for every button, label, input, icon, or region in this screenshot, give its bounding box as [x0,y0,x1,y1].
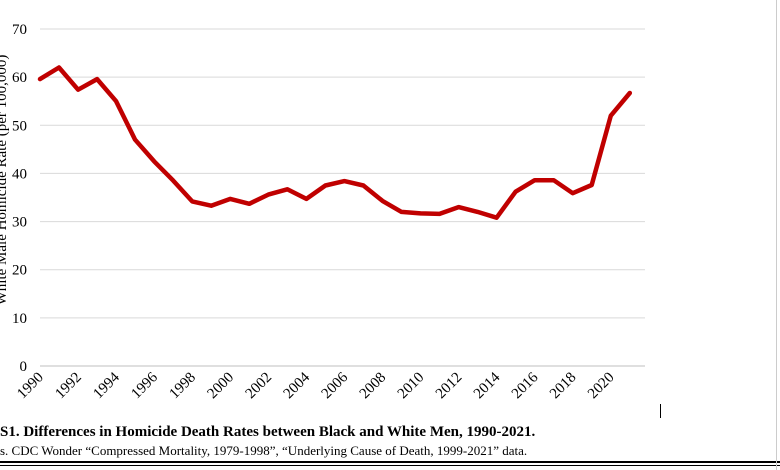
y-axis-tick-labels: 0 10 20 30 40 50 60 70 [12,22,27,375]
x-tick-label: 2000 [205,370,238,403]
figure-caption: S1. Differences in Homicide Death Rates … [0,422,780,462]
y-tick-label: 0 [20,359,28,375]
page-divider-thin [0,465,780,466]
x-axis-tick-labels: 1990 1992 1994 1996 1998 2000 2002 2004 2006 2008… [14,369,617,402]
x-tick-label: 2006 [319,369,352,402]
text-cursor-mark [660,404,661,418]
homicide-rate-line-chart: 0 10 20 30 40 50 60 70 1990 1992 1994 1996 1998 2000… [0,22,645,402]
y-tick-label: 60 [12,70,27,86]
x-tick-label: 2018 [547,370,580,403]
y-tick-label: 70 [12,22,27,38]
series-line [37,65,633,220]
y-tick-label: 50 [12,118,27,134]
x-tick-label: 1996 [128,369,161,402]
y-tick-label: 30 [12,215,27,231]
x-tick-label: 2020 [585,370,618,403]
y-tick-label: 10 [12,311,27,327]
series-group [37,65,633,220]
page-edge-line [776,0,777,470]
x-tick-label: 2016 [509,369,542,402]
figure-caption-title: S1. Differences in Homicide Death Rates … [0,424,536,440]
x-tick-label: 2010 [395,370,428,403]
y-tick-label: 20 [12,263,27,279]
y-axis-label: White Male Homicide Rate (per 100,000) [0,55,10,306]
figure-caption-source: s. CDC Wonder “Compressed Mortality, 197… [0,443,528,458]
x-tick-label: 1992 [52,370,85,403]
x-tick-label: 1994 [90,369,123,402]
page-divider [0,461,780,463]
x-tick-label: 2004 [281,369,314,402]
x-tick-label: 2002 [243,370,276,403]
y-tick-label: 40 [12,166,27,182]
x-tick-label: 2012 [433,370,466,403]
x-tick-label: 2008 [357,370,390,403]
gridlines [40,28,645,319]
x-tick-label: 2014 [471,369,504,402]
x-tick-label: 1998 [167,370,200,403]
